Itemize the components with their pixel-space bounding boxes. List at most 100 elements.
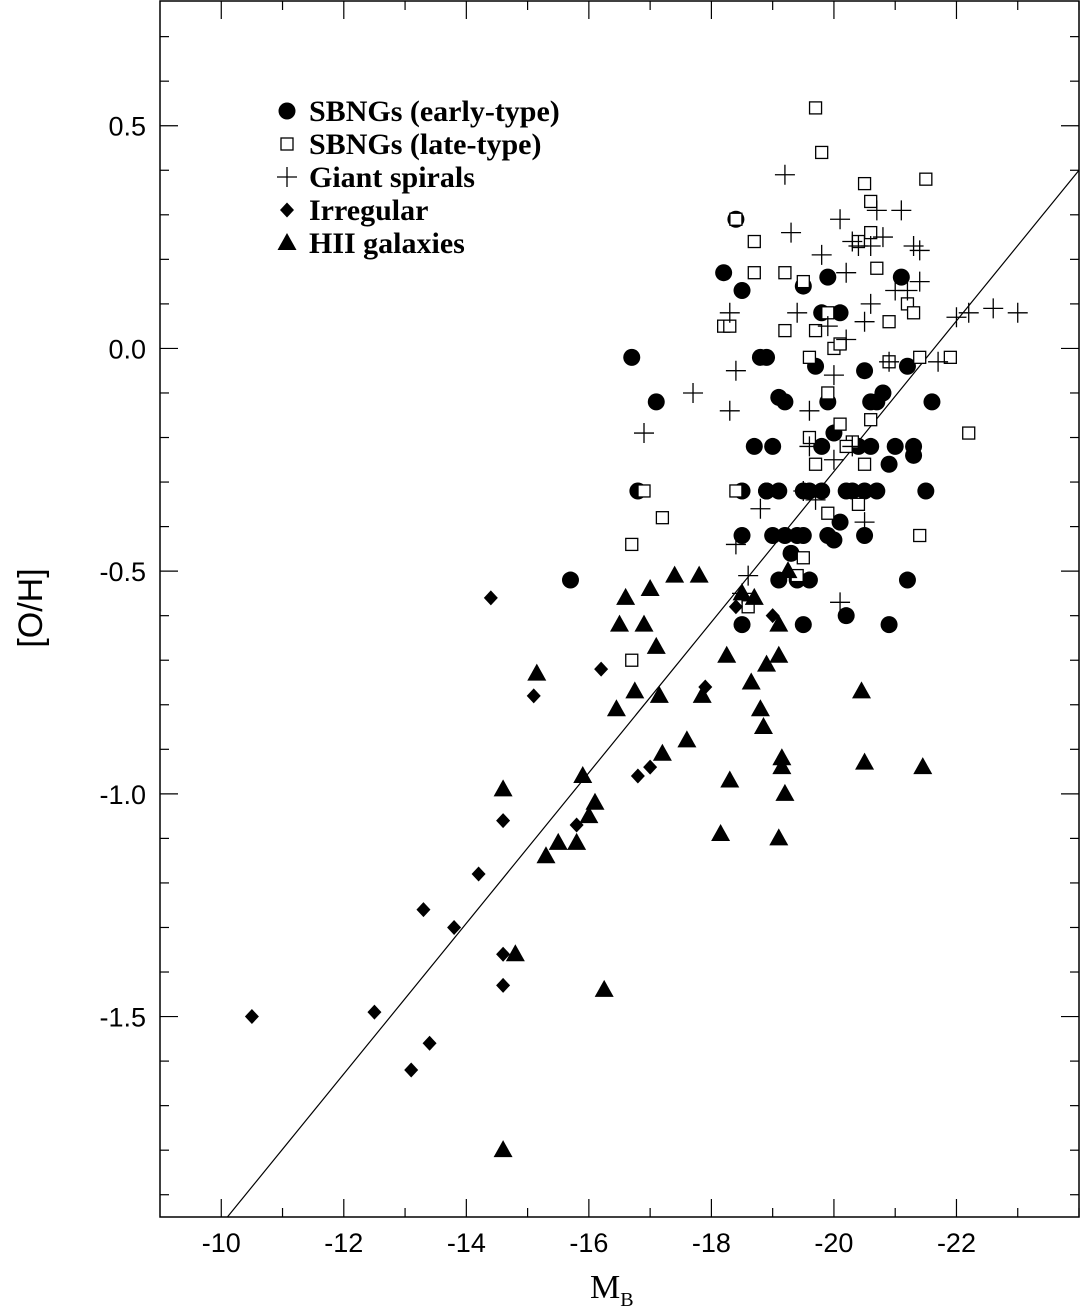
sbng-late-point [857, 176, 872, 191]
legend-label: SBNGs (early-type) [309, 95, 560, 128]
sbng-early-point [758, 482, 776, 500]
legend-marker [277, 167, 297, 187]
giant-spiral-point [842, 436, 863, 457]
sbng-early-point [647, 393, 665, 411]
giant-spiral-point [891, 200, 912, 221]
sbng-early-point [764, 437, 782, 455]
giant-spiral-point [823, 365, 844, 386]
giant-spiral-point [860, 235, 881, 256]
y-tick-label: -0.5 [99, 557, 146, 587]
sbng-late-point [919, 172, 933, 186]
hii-galaxy-point [711, 823, 731, 841]
giant-spiral-point [719, 302, 740, 323]
series-2 [625, 101, 976, 667]
giant-spiral-point [860, 293, 881, 314]
sbng-early-point [758, 348, 776, 366]
giant-spiral-point [983, 298, 1004, 319]
legend-marker [278, 102, 296, 120]
sbng-late-point [943, 350, 957, 364]
sbng-late-point [808, 457, 823, 471]
hii-galaxy-point [855, 752, 875, 770]
irregular-point [367, 1004, 382, 1020]
hii-galaxy-point [646, 636, 666, 654]
sbng-early-point [856, 482, 874, 500]
hii-galaxy-point [505, 944, 525, 962]
giant-spiral-point [897, 280, 918, 301]
legend-marker [280, 137, 294, 151]
hii-galaxy-point [689, 565, 709, 583]
giant-spiral-point [1007, 302, 1028, 323]
sbng-late-point [802, 350, 817, 364]
giant-spiral-point [774, 164, 795, 185]
sbng-late-point [625, 653, 639, 667]
irregular-point [244, 1009, 259, 1025]
hii-galaxy-point [744, 587, 764, 605]
data-points [244, 101, 1028, 1158]
irregular-point [643, 759, 658, 775]
sbng-late-point [808, 323, 823, 338]
hii-galaxy-point [717, 645, 737, 663]
hii-galaxy-point [692, 685, 712, 703]
hii-galaxy-point [772, 748, 792, 766]
sbng-late-point [815, 145, 829, 160]
sbng-late-point [655, 511, 670, 525]
sbng-late-point [747, 266, 761, 280]
giant-spiral-point [836, 329, 857, 350]
x-axis-title-main: M [590, 1269, 620, 1306]
hii-galaxy-point [769, 645, 789, 663]
sbng-early-point [886, 437, 904, 455]
giant-spiral-point [793, 480, 814, 501]
irregular-point [471, 866, 486, 882]
giant-spiral-point [866, 200, 887, 221]
irregular-point [526, 688, 541, 704]
sbng-early-point [782, 544, 800, 562]
sbng-late-point [778, 323, 792, 338]
hii-galaxy-point [720, 770, 740, 788]
sbng-early-point [788, 527, 806, 545]
hii-galaxy-point [775, 783, 795, 801]
legend-label: SBNGs (late-type) [309, 128, 541, 161]
sbng-late-point [857, 457, 872, 471]
y-tick-label: 0.0 [108, 334, 146, 364]
hii-galaxy-point [573, 766, 593, 784]
hii-galaxy-point [640, 578, 660, 596]
sbng-late-point [796, 274, 810, 289]
giant-spiral-point [879, 351, 900, 372]
giant-spiral-point [683, 382, 704, 403]
legend-label: HII galaxies [309, 227, 465, 260]
sbng-early-point [862, 437, 880, 455]
x-tick-label: -18 [692, 1228, 731, 1258]
legend-marker [280, 202, 294, 218]
giant-spiral-point [836, 262, 857, 283]
legend-label: Giant spirals [309, 161, 475, 194]
sbng-early-point [819, 268, 837, 286]
sbng-late-point [729, 484, 743, 498]
hii-galaxy-point [585, 792, 605, 810]
x-tick-label: -14 [447, 1228, 486, 1258]
sbng-early-point [623, 348, 641, 366]
x-axis-title: MB [590, 1269, 634, 1311]
sbng-early-point [898, 571, 916, 589]
sbng-late-point [864, 413, 878, 427]
giant-spiral-point [817, 316, 838, 337]
hii-galaxy-point [741, 672, 761, 690]
sbng-early-point [733, 616, 751, 634]
sbng-late-point [882, 315, 896, 329]
sbng-late-point [833, 417, 847, 431]
x-tick-label: -22 [937, 1228, 976, 1258]
sbng-late-point [747, 234, 761, 249]
hii-galaxy-point [852, 681, 872, 699]
sbng-late-point [729, 212, 743, 226]
giant-spiral-point [805, 489, 826, 510]
sbng-early-point [917, 482, 935, 500]
x-tick-labels: -10 -12 -14 -16 -18 -20 -22 [202, 1228, 976, 1258]
sbng-early-point [813, 437, 831, 455]
hii-galaxy-point [594, 979, 614, 997]
sbng-late-point [821, 386, 835, 400]
hii-galaxy-point [548, 832, 568, 850]
hii-galaxy-point [634, 614, 654, 632]
sbng-late-point [821, 506, 835, 520]
giant-spiral-point [842, 231, 863, 252]
sbng-late-point [962, 426, 976, 440]
